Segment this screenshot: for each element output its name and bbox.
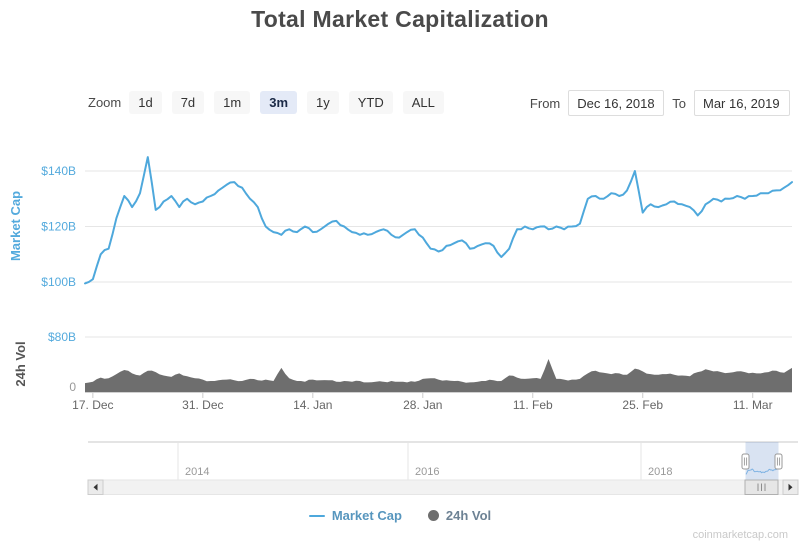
legend-item-24h-vol[interactable]: 24h Vol xyxy=(427,508,492,523)
navigator-year-label: 2018 xyxy=(648,466,672,478)
zoom-button-group: Zoom 1d 7d 1m 3m 1y YTD ALL xyxy=(88,91,454,114)
x-axis-tick-label: 11. Mar xyxy=(733,398,773,412)
scrollbar-left-button[interactable] xyxy=(87,479,104,495)
x-axis-tick-label: 25. Feb xyxy=(622,398,663,412)
watermark: coinmarketcap.com xyxy=(692,529,788,541)
zoom-label: Zoom xyxy=(88,95,122,110)
to-label: To xyxy=(672,95,686,111)
zoom-button-1y[interactable]: 1y xyxy=(307,91,339,114)
navigator-mini-series xyxy=(745,468,778,475)
market-cap-axis-title: Market Cap xyxy=(8,191,23,261)
zoom-buttons: 1d 7d 1m 3m 1y YTD ALL xyxy=(129,91,454,114)
page-title: Total Market Capitalization xyxy=(251,6,549,32)
navigator-right-handle[interactable] xyxy=(774,453,783,470)
legend-market-cap-label: Market Cap xyxy=(331,508,402,523)
vol-axis-title: 24h Vol xyxy=(13,341,28,386)
x-axis-tick-label: 28. Jan xyxy=(403,398,442,412)
zoom-button-3m[interactable]: 3m xyxy=(260,91,298,114)
y-axis-tick-label: $80B xyxy=(48,330,76,344)
scrollbar-track[interactable] xyxy=(102,479,784,495)
volume-pane: $80B 0 24h Vol xyxy=(13,330,792,394)
zoom-button-1m[interactable]: 1m xyxy=(214,91,251,114)
y-axis-tick-label: $140B xyxy=(41,164,76,178)
chart-legend: Market Cap 24h Vol xyxy=(0,508,800,523)
zoom-button-1d[interactable]: 1d xyxy=(129,91,162,114)
navigator[interactable]: 2014 2016 2018 xyxy=(88,441,798,481)
volume-series-area[interactable] xyxy=(85,359,792,392)
x-axis-tick-label: 17. Dec xyxy=(72,398,113,412)
market-cap-pane: $100B $120B $140B Market Cap xyxy=(8,156,793,289)
navigator-year-label: 2016 xyxy=(415,466,439,478)
y-axis-tick-label: 0 xyxy=(69,380,76,394)
arrow-right-icon xyxy=(788,483,793,491)
navigator-year-label: 2014 xyxy=(185,466,209,478)
scrollbar-right-button[interactable] xyxy=(782,479,799,495)
y-axis-tick-label: $120B xyxy=(41,220,76,234)
market-cap-line-icon xyxy=(308,514,325,517)
x-axis-tick-label: 31. Dec xyxy=(182,398,223,412)
zoom-button-ytd[interactable]: YTD xyxy=(348,91,393,114)
arrow-left-icon xyxy=(93,483,98,491)
zoom-button-all[interactable]: ALL xyxy=(402,91,444,114)
navigator-left-handle[interactable] xyxy=(741,453,750,470)
x-axis-tick-label: 11. Feb xyxy=(513,398,553,412)
from-date-input[interactable] xyxy=(568,90,665,116)
market-cap-series-line[interactable] xyxy=(84,156,793,285)
y-axis-tick-label: $100B xyxy=(41,275,76,289)
to-date-input[interactable] xyxy=(694,90,790,116)
from-label: From xyxy=(529,95,561,111)
vol-axis-title-text: 24h Vol xyxy=(13,341,28,386)
legend-item-market-cap[interactable]: Market Cap xyxy=(308,508,402,523)
market-cap-axis-title-text: Market Cap xyxy=(8,191,23,261)
navigator-selected-range[interactable] xyxy=(745,442,779,481)
date-range-group: From To xyxy=(522,90,790,116)
scrollbar-thumb[interactable] xyxy=(744,479,779,495)
x-axis-tick-label: 14. Jan xyxy=(293,398,332,412)
legend-24h-vol-label: 24h Vol xyxy=(445,508,492,523)
vol-dot-icon xyxy=(427,510,439,521)
zoom-button-7d[interactable]: 7d xyxy=(171,91,205,114)
x-axis: 17. Dec 31. Dec 14. Jan 28. Jan 11. Feb 25. F… xyxy=(72,392,773,412)
scrollbar xyxy=(87,479,799,495)
